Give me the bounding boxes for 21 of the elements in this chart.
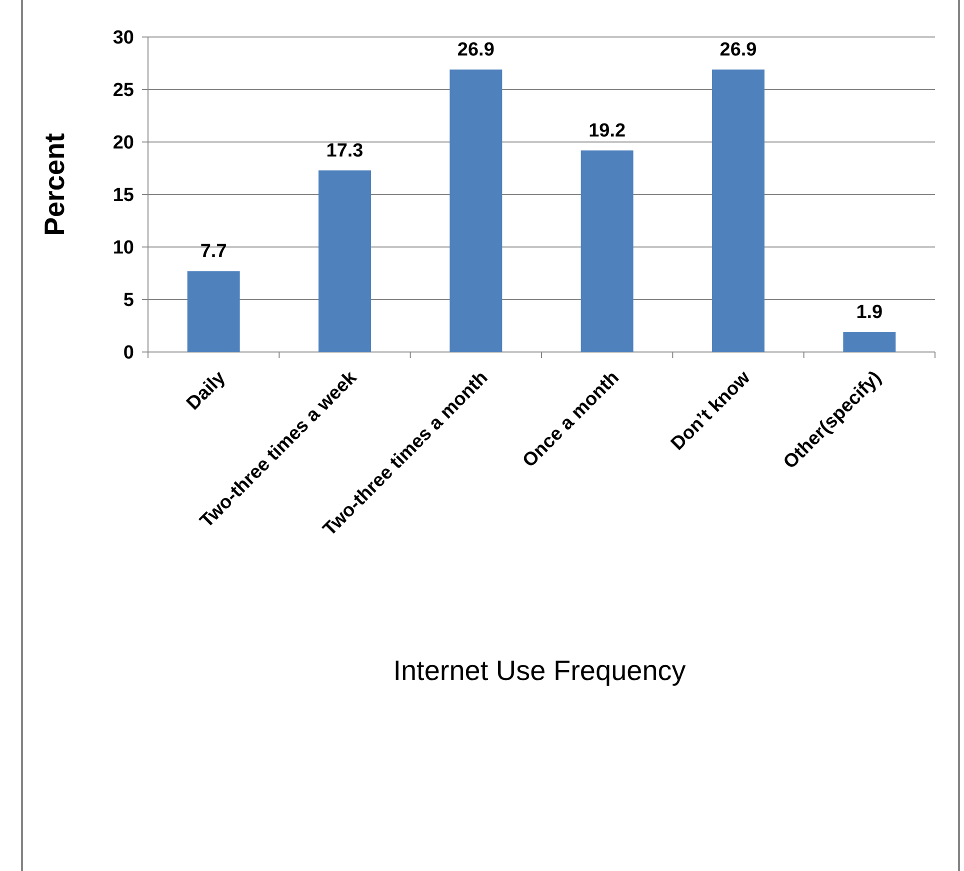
data-label: 7.7 (200, 241, 227, 262)
bar (843, 332, 896, 352)
data-label: 1.9 (856, 302, 883, 324)
y-tick-label: 20 (112, 132, 134, 154)
y-tick-label: 0 (123, 342, 134, 364)
bar (712, 70, 764, 352)
bar (580, 150, 634, 352)
y-tick-label: 10 (112, 238, 134, 259)
x-axis-title: Internet Use Frequency (393, 655, 686, 686)
data-label: 26.9 (720, 40, 757, 61)
data-label: 26.9 (457, 40, 494, 61)
y-axis-title: Percent (39, 133, 70, 236)
data-label: 17.3 (326, 140, 364, 162)
data-label: 19.2 (588, 120, 626, 142)
bar (187, 271, 240, 352)
y-tick-label: 25 (112, 80, 134, 102)
bar (318, 170, 371, 352)
y-tick-label: 15 (112, 185, 134, 206)
y-tick-label: 30 (112, 28, 134, 49)
y-tick-label: 5 (123, 290, 134, 312)
bar (450, 70, 502, 352)
